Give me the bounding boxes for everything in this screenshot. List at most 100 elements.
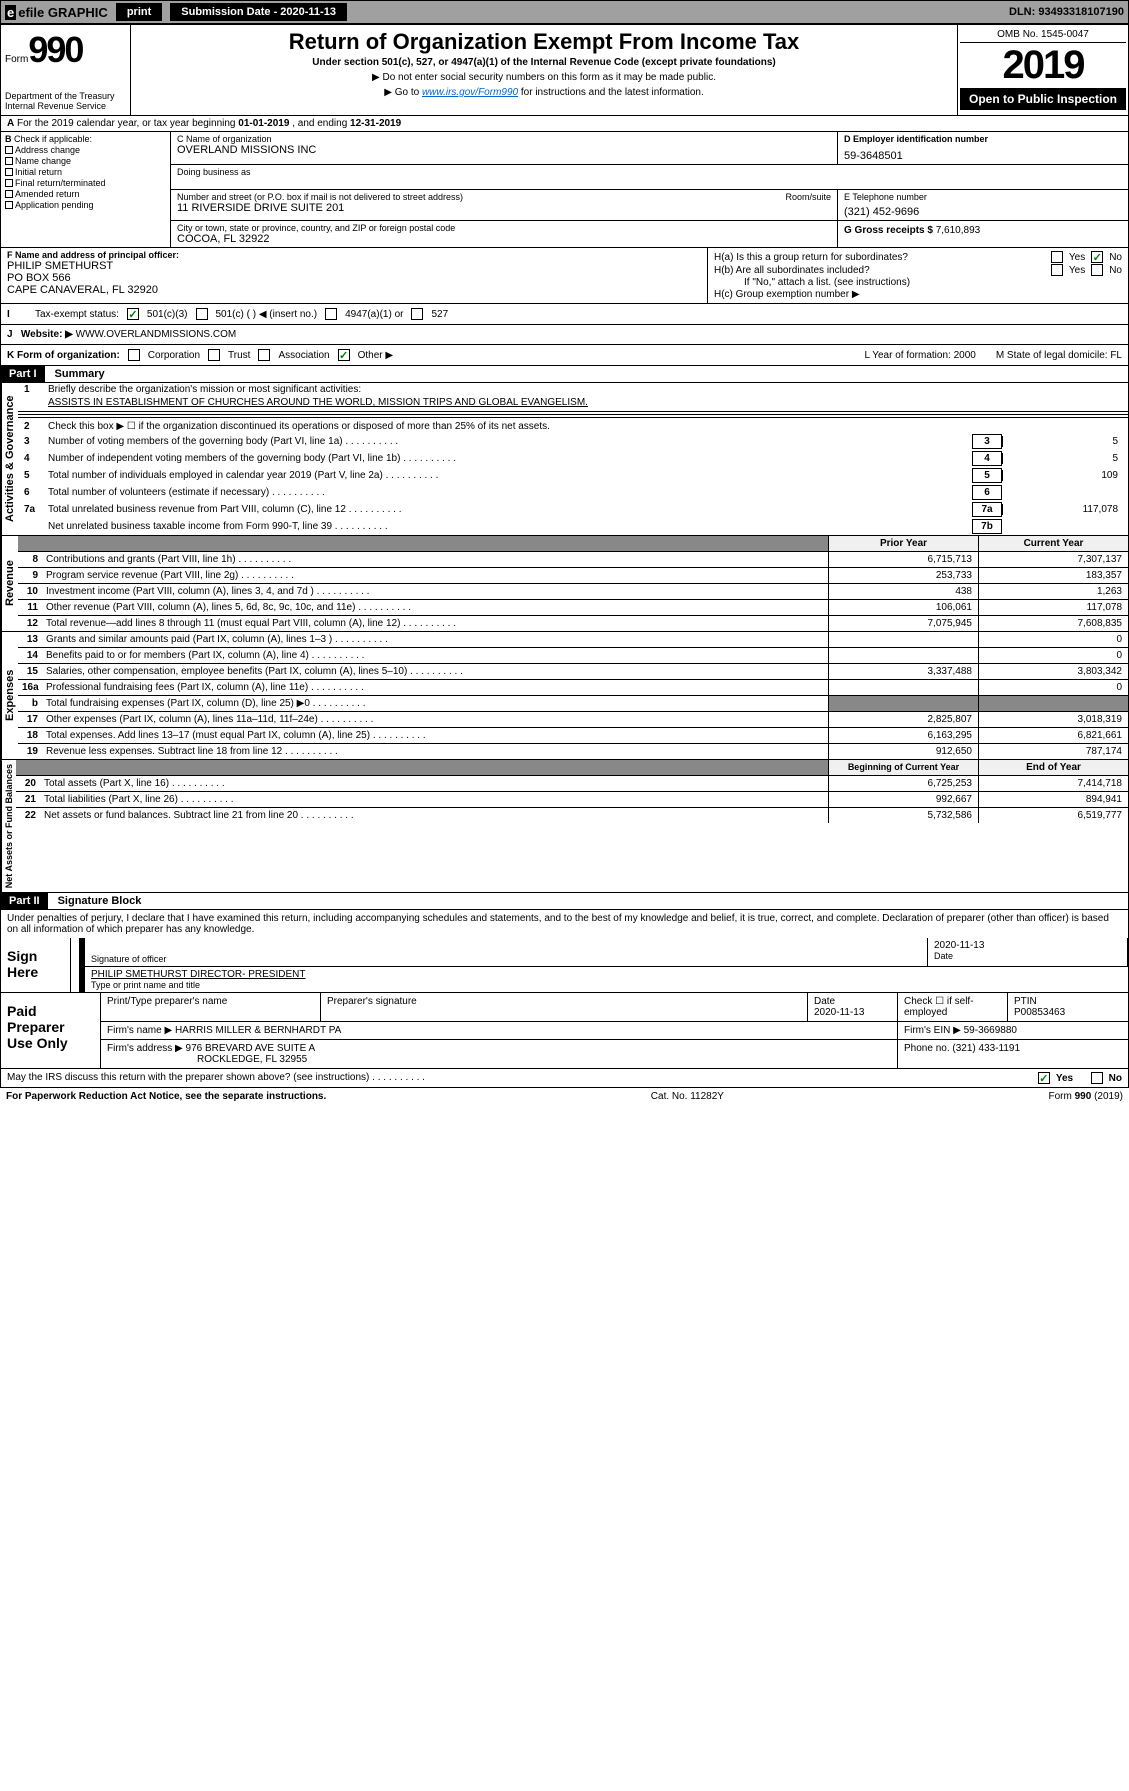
row-k: K Form of organization: Corporation Trus… [0,345,1129,366]
gov-line: Net unrelated business taxable income fr… [48,521,972,532]
form-number: 990 [28,29,82,71]
public-inspection: Open to Public Inspection [960,88,1126,110]
gov-line: Number of voting members of the governin… [48,436,972,447]
chk-501c[interactable] [196,308,208,320]
net-assets-section: Net Assets or Fund Balances Beginning of… [0,760,1129,893]
hb-yes[interactable] [1051,264,1063,276]
gov-val: 5 [1002,453,1122,464]
chk-app-pending[interactable]: Application pending [15,200,94,210]
prior-year-header: Prior Year [828,536,978,551]
table-row: 19Revenue less expenses. Subtract line 1… [18,744,1128,759]
row-a: A For the 2019 calendar year, or tax yea… [0,116,1129,132]
line2-text: Check this box ▶ ☐ if the organization d… [48,421,1122,432]
hb-note: If "No," attach a list. (see instruction… [744,277,910,288]
rev-vertical-label: Revenue [1,536,18,631]
officer-addr1: PO BOX 566 [7,272,701,284]
chk-assoc[interactable] [258,349,270,361]
firm-addr: 976 BREVARD AVE SUITE A [186,1043,316,1054]
row-j-website: J Website: ▶ WWW.OVERLANDMISSIONS.COM [0,325,1129,345]
irs-link[interactable]: www.irs.gov/Form990 [422,87,518,98]
table-row: 17Other expenses (Part IX, column (A), l… [18,712,1128,728]
chk-527[interactable] [411,308,423,320]
current-year-header: Current Year [978,536,1128,551]
gov-box: 3 [972,434,1002,449]
website-url[interactable]: WWW.OVERLANDMISSIONS.COM [73,329,236,340]
table-row: 10Investment income (Part VIII, column (… [18,584,1128,600]
gov-box: 7a [972,502,1002,517]
table-row: 18Total expenses. Add lines 13–17 (must … [18,728,1128,744]
dba-label: Doing business as [177,167,1122,177]
room-label: Room/suite [785,192,831,202]
ptin: P00853463 [1014,1007,1065,1018]
officer-name-typed: PHILIP SMETHURST DIRECTOR- PRESIDENT [91,969,1122,980]
dept-label: Department of the Treasury Internal Reve… [5,91,126,111]
table-row: 21Total liabilities (Part X, line 26)992… [16,792,1128,808]
gov-line: Number of independent voting members of … [48,453,972,464]
instr2: ▶ Go to www.irs.gov/Form990 for instruct… [139,87,949,98]
top-bar: eefile GRAPHIC print Submission Date - 2… [0,0,1129,24]
end-year-header: End of Year [978,760,1128,775]
begin-year-header: Beginning of Current Year [828,760,978,775]
preparer-section: Paid Preparer Use Only Print/Type prepar… [0,993,1129,1069]
perjury-text: Under penalties of perjury, I declare th… [1,910,1128,938]
table-row: bTotal fundraising expenses (Part IX, co… [18,696,1128,712]
cat-no: Cat. No. 11282Y [651,1091,724,1102]
org-name: OVERLAND MISSIONS INC [177,144,831,156]
firm-name: HARRIS MILLER & BERNHARDT PA [175,1025,341,1036]
omb: OMB No. 1545-0047 [960,27,1126,43]
sig-date: 2020-11-13 [934,940,1121,951]
gov-line: Total number of volunteers (estimate if … [48,487,972,498]
chk-501c3[interactable] [127,308,139,320]
discuss-row: May the IRS discuss this return with the… [0,1069,1129,1088]
table-row: 8Contributions and grants (Part VIII, li… [18,552,1128,568]
chk-other[interactable] [338,349,350,361]
part-ii-header: Part IISignature Block [0,893,1129,910]
city-state-zip: COCOA, FL 32922 [177,233,831,245]
chk-final-return[interactable]: Final return/terminated [15,178,106,188]
prep-h4: Check ☐ if self-employed [898,993,1008,1021]
prep-h1: Print/Type preparer's name [101,993,321,1021]
table-row: 22Net assets or fund balances. Subtract … [16,808,1128,823]
section-b-to-g: B Check if applicable: Address change Na… [0,132,1129,248]
part-i-header: Part ISummary [0,366,1129,383]
chk-4947[interactable] [325,308,337,320]
table-row: 16aProfessional fundraising fees (Part I… [18,680,1128,696]
form-header: Form990 Department of the Treasury Inter… [0,24,1129,116]
chk-amended[interactable]: Amended return [15,189,80,199]
b-label: Check if applicable: [14,134,92,144]
ha-no[interactable] [1091,251,1103,263]
discuss-no[interactable] [1091,1072,1103,1084]
form-footer: Form 990 (2019) [1049,1091,1123,1102]
discuss-yes[interactable] [1038,1072,1050,1084]
table-row: 15Salaries, other compensation, employee… [18,664,1128,680]
gov-box: 4 [972,451,1002,466]
print-button[interactable]: print [116,3,162,21]
city-label: City or town, state or province, country… [177,223,831,233]
paid-prep-label: Paid Preparer Use Only [1,993,101,1068]
table-row: 12Total revenue—add lines 8 through 11 (… [18,616,1128,631]
gov-box: 7b [972,519,1002,534]
expenses-section: Expenses 13Grants and similar amounts pa… [0,632,1129,760]
hc-label: H(c) Group exemption number ▶ [714,289,860,300]
ein: 59-3648501 [844,150,1122,162]
table-row: 9Program service revenue (Part VIII, lin… [18,568,1128,584]
footer: For Paperwork Reduction Act Notice, see … [0,1088,1129,1105]
row-i-tax-status: I Tax-exempt status: 501(c)(3) 501(c) ( … [0,304,1129,325]
tax-year: 2019 [960,43,1126,88]
chk-address-change[interactable]: Address change [15,145,80,155]
c-name-label: C Name of organization [177,134,831,144]
table-row: 13Grants and similar amounts paid (Part … [18,632,1128,648]
gov-line: Total unrelated business revenue from Pa… [48,504,972,515]
signature-section: Under penalties of perjury, I declare th… [0,910,1129,993]
chk-initial-return[interactable]: Initial return [15,167,62,177]
chk-name-change[interactable]: Name change [15,156,71,166]
hb-no[interactable] [1091,264,1103,276]
discuss-text: May the IRS discuss this return with the… [7,1072,425,1084]
gov-val: 109 [1002,470,1122,481]
mission: ASSISTS IN ESTABLISHMENT OF CHURCHES ARO… [48,397,1122,408]
chk-corp[interactable] [128,349,140,361]
chk-trust[interactable] [208,349,220,361]
submission-date: Submission Date - 2020-11-13 [170,3,347,21]
gov-line: Total number of individuals employed in … [48,470,972,481]
ha-yes[interactable] [1051,251,1063,263]
